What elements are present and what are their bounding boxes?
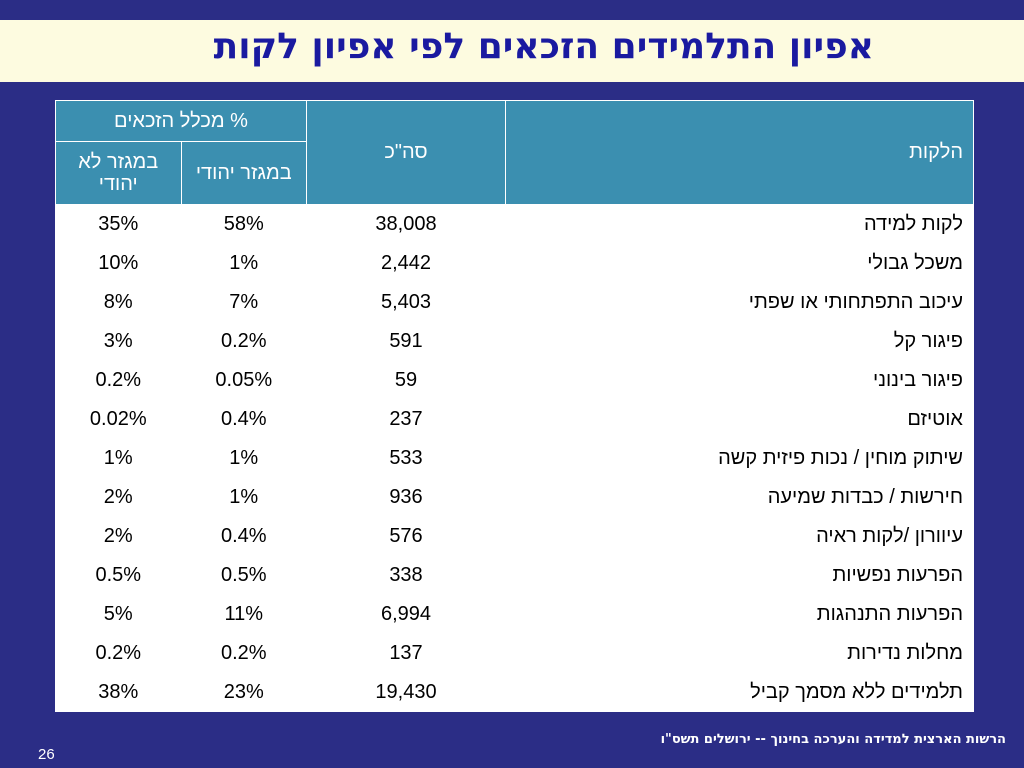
cell-non-jewish: 2% xyxy=(55,516,182,556)
cell-jewish: 11% xyxy=(180,594,307,634)
cell-total: 2,442 xyxy=(306,243,506,283)
table-row: פיגור בינוני 59 0.05% 0.2% xyxy=(55,360,974,400)
cell-total: 59 xyxy=(306,360,506,400)
cell-jewish: 0.2% xyxy=(180,321,307,361)
cell-jewish: 0.05% xyxy=(180,360,307,400)
table-row: עיוורון /לקות ראיה 576 0.4% 2% xyxy=(55,516,974,556)
cell-non-jewish: 8% xyxy=(55,282,182,322)
cell-non-jewish: 1% xyxy=(55,438,182,478)
cell-total: 6,994 xyxy=(306,594,506,634)
cell-non-jewish: 35% xyxy=(55,204,182,244)
cell-jewish: 0.5% xyxy=(180,555,307,595)
cell-total: 533 xyxy=(306,438,506,478)
disability-table: הלקות סה"כ % מכלל הזכאים במגזר יהודי במג… xyxy=(55,100,974,712)
table-row: לקות למידה 38,008 58% 35% xyxy=(55,204,974,244)
table-row: שיתוק מוחין / נכות פיזית קשה 533 1% 1% xyxy=(55,438,974,478)
header-jewish: במגזר יהודי xyxy=(180,141,307,205)
cell-non-jewish: 10% xyxy=(55,243,182,283)
cell-total: 19,430 xyxy=(306,672,506,712)
cell-non-jewish: 3% xyxy=(55,321,182,361)
table-row: חירשות / כבדות שמיעה 936 1% 2% xyxy=(55,477,974,517)
cell-non-jewish: 38% xyxy=(55,672,182,712)
cell-jewish: 0.2% xyxy=(180,633,307,673)
table-row: עיכוב התפתחותי או שפתי 5,403 7% 8% xyxy=(55,282,974,322)
cell-total: 38,008 xyxy=(306,204,506,244)
cell-subject: חירשות / כבדות שמיעה xyxy=(505,477,974,517)
cell-non-jewish: 2% xyxy=(55,477,182,517)
cell-non-jewish: 0.2% xyxy=(55,633,182,673)
table-row: פיגור קל 591 0.2% 3% xyxy=(55,321,974,361)
header-subject: הלקות xyxy=(505,100,974,205)
cell-jewish: 23% xyxy=(180,672,307,712)
cell-jewish: 0.4% xyxy=(180,516,307,556)
table-row: אוטיזם 237 0.4% 0.02% xyxy=(55,399,974,439)
cell-subject: הפרעות התנהגות xyxy=(505,594,974,634)
cell-subject: תלמידים ללא מסמך קביל xyxy=(505,672,974,712)
slide-title: אפיון התלמידים הזכאים לפי אפיון לקות xyxy=(213,26,874,67)
cell-jewish: 1% xyxy=(180,438,307,478)
cell-jewish: 1% xyxy=(180,477,307,517)
cell-total: 591 xyxy=(306,321,506,361)
header-total: סה"כ xyxy=(306,100,506,205)
header-non-jewish: במגזר לא יהודי xyxy=(55,141,182,205)
cell-non-jewish: 0.2% xyxy=(55,360,182,400)
table-row: תלמידים ללא מסמך קביל 19,430 23% 38% xyxy=(55,672,974,712)
cell-total: 576 xyxy=(306,516,506,556)
table-body: לקות למידה 38,008 58% 35% משכל גבולי 2,442 1% 1… xyxy=(55,204,974,712)
cell-total: 338 xyxy=(306,555,506,595)
cell-subject: עיוורון /לקות ראיה xyxy=(505,516,974,556)
header-pct-group: % מכלל הזכאים xyxy=(55,100,307,142)
cell-subject: שיתוק מוחין / נכות פיזית קשה xyxy=(505,438,974,478)
cell-non-jewish: 0.02% xyxy=(55,399,182,439)
cell-subject: אוטיזם xyxy=(505,399,974,439)
footer-source: הרשות הארצית למדידה והערכה בחינוך -- ירו… xyxy=(660,732,1006,747)
cell-total: 5,403 xyxy=(306,282,506,322)
title-bar: אפיון התלמידים הזכאים לפי אפיון לקות xyxy=(0,20,1024,82)
page-number: 26 xyxy=(38,746,55,763)
table-row: הפרעות התנהגות 6,994 11% 5% xyxy=(55,594,974,634)
cell-jewish: 1% xyxy=(180,243,307,283)
cell-subject: הפרעות נפשיות xyxy=(505,555,974,595)
cell-total: 137 xyxy=(306,633,506,673)
cell-total: 936 xyxy=(306,477,506,517)
table-row: מחלות נדירות 137 0.2% 0.2% xyxy=(55,633,974,673)
cell-non-jewish: 5% xyxy=(55,594,182,634)
cell-jewish: 7% xyxy=(180,282,307,322)
cell-subject: פיגור בינוני xyxy=(505,360,974,400)
cell-total: 237 xyxy=(306,399,506,439)
cell-non-jewish: 0.5% xyxy=(55,555,182,595)
table-row: הפרעות נפשיות 338 0.5% 0.5% xyxy=(55,555,974,595)
cell-subject: מחלות נדירות xyxy=(505,633,974,673)
cell-subject: משכל גבולי xyxy=(505,243,974,283)
cell-subject: פיגור קל xyxy=(505,321,974,361)
cell-subject: עיכוב התפתחותי או שפתי xyxy=(505,282,974,322)
cell-jewish: 58% xyxy=(180,204,307,244)
table-row: משכל גבולי 2,442 1% 10% xyxy=(55,243,974,283)
cell-subject: לקות למידה xyxy=(505,204,974,244)
cell-jewish: 0.4% xyxy=(180,399,307,439)
